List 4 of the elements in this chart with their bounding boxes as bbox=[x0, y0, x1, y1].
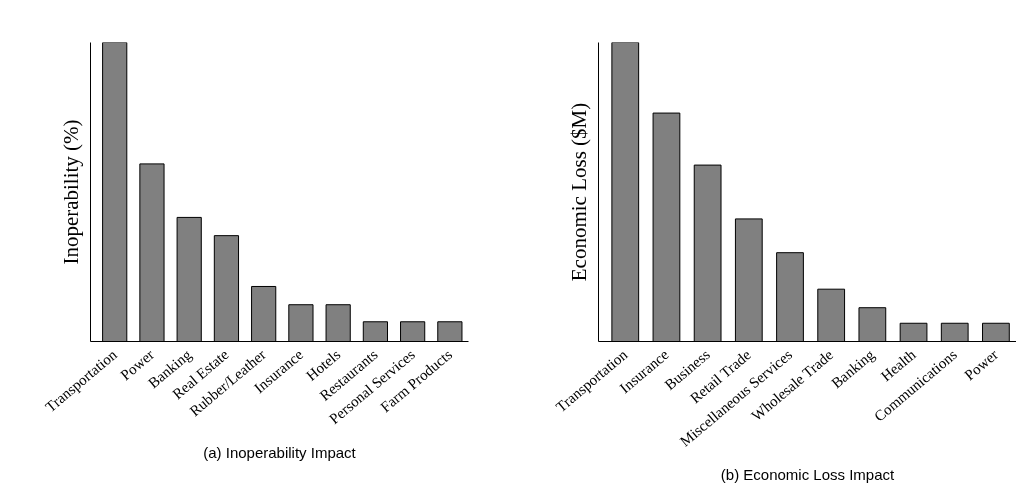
y-axis-title: Inoperability (%) bbox=[58, 119, 83, 265]
y-axis-title: Economic Loss ($M) bbox=[566, 102, 591, 282]
text: (b) Economic Loss Impact bbox=[720, 465, 896, 483]
text: (a) Inoperability Impact bbox=[203, 443, 357, 461]
